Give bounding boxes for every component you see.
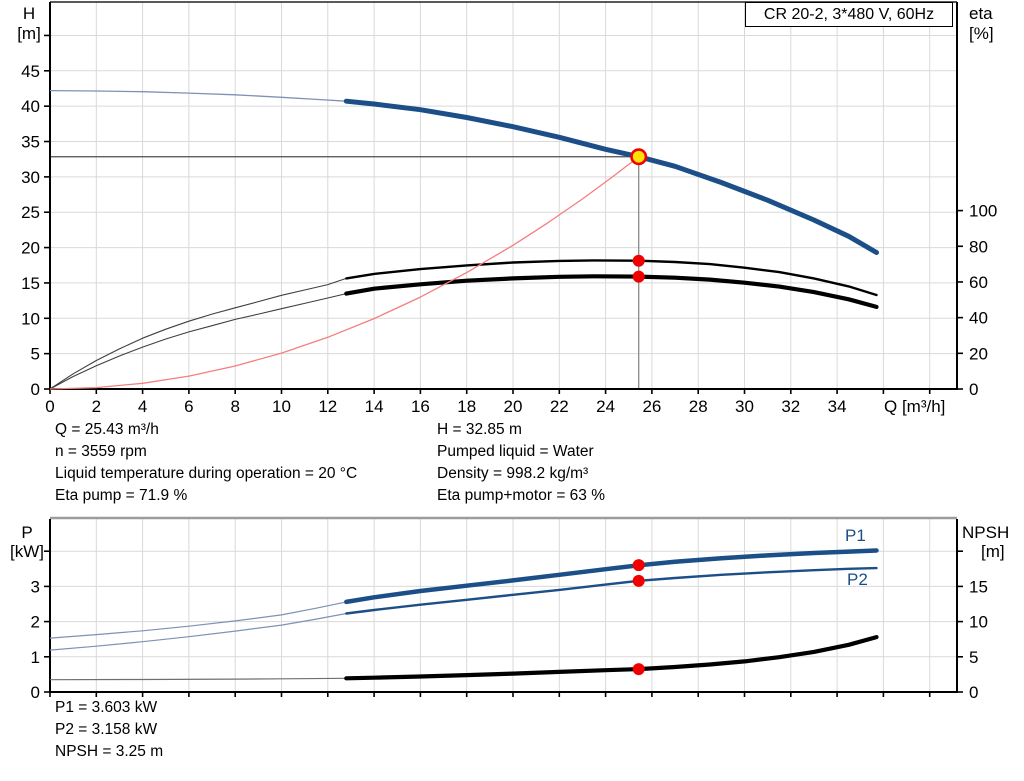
power-chart-y-tick-label-right: 15 [969,577,988,596]
h-axis-unit: [m] [17,24,41,43]
p2-point [632,574,645,587]
head-chart-x-tick-label: 12 [318,397,337,416]
p1-curve-label: P1 [845,526,866,545]
head-chart-x-tick-label: 30 [735,397,754,416]
head-chart-x-tick-label: 22 [550,397,569,416]
system-curve [49,156,640,390]
info-line-density: Density = 998.2 kg/m³ [437,465,589,482]
npsh-axis-title: NPSH [962,523,1009,542]
p-axis-title: P [21,523,32,542]
head-chart-y-tick-label-left: 40 [21,97,40,116]
info-line-pumped-liquid: Pumped liquid = Water [437,443,594,460]
head-chart-x-tick-label: 28 [689,397,708,416]
head-chart-x-tick-label: 8 [230,397,239,416]
eta-pump-motor-curve-thin [49,293,347,390]
head-chart-y-tick-label-right: 0 [969,380,978,399]
power-chart-y-tick-label-right: 5 [969,648,978,667]
head-chart-y-tick-label-left: 35 [21,133,40,152]
head-chart-y-tick-label-right: 60 [969,273,988,292]
h-axis-title: H [23,4,35,23]
p2-curve-label: P2 [847,570,868,589]
p1-curve-thin [49,601,347,639]
head-chart-y-tick-label-left: 15 [21,274,40,293]
head-chart-y-tick-label-left: 20 [21,239,40,258]
power-chart-y-tick-label-left: 0 [31,683,40,702]
head-chart-x-tick-label: 0 [45,397,54,416]
head-chart-x-tick-label: 20 [504,397,523,416]
pump-type-title: CR 20-2, 3*480 V, 60Hz [763,6,935,23]
duty-point [630,148,648,166]
eta-axis-unit: [%] [969,24,994,43]
head-curve [343,98,879,255]
power-chart-y-tick-label-right: 0 [969,683,978,702]
p-axis-unit: [kW] [10,542,44,561]
p1-curve [344,548,879,605]
head-chart-x-tick-label: 18 [457,397,476,416]
pump-type-title-box: CR 20-2, 3*480 V, 60Hz [745,2,953,27]
power-chart-y-tick-label-right: 10 [969,613,988,632]
q-axis-title: Q [m³/h] [884,397,945,416]
p2-curve-thin [49,612,347,651]
npsh-point [632,663,645,676]
power-npsh-data: P1 = 3.603 kW P2 = 3.158 kW NPSH = 3.25 … [55,697,163,763]
head-chart-y-tick-label-left: 25 [21,203,40,222]
eta-pump-curve-thin [49,277,347,390]
head-chart-y-tick-label-left: 0 [31,380,40,399]
info-line-n: n = 3559 rpm [55,443,147,460]
npsh-curve-thin [49,677,347,681]
info-line-h: H = 32.85 m [437,421,522,438]
npsh-axis-unit: [m] [981,542,1005,561]
info-line-p1: P1 = 3.603 kW [55,699,158,716]
head-curve-thin [49,89,347,102]
p1-point [632,559,645,572]
head-chart-y-tick-label-left: 45 [21,62,40,81]
head-chart-x-tick-label: 34 [828,397,847,416]
head-chart-y-tick-label-right: 20 [969,344,988,363]
info-line-npsh: NPSH = 3.25 m [55,743,164,760]
head-chart-y-tick-label-right: 80 [969,237,988,256]
eta-pump-point [632,254,645,267]
head-chart-y-tick-label-left: 30 [21,168,40,187]
head-chart-x-tick-label: 24 [596,397,615,416]
info-line-q: Q = 25.43 m³/h [55,421,159,438]
eta-pump-motor-curve [344,274,879,309]
head-chart-x-tick-label: 16 [411,397,430,416]
info-line-eta-pump-motor: Eta pump+motor = 63 % [437,487,606,504]
p2-curve [345,566,878,615]
head-chart-y-tick-label-left: 10 [21,309,40,328]
head-chart-x-tick-label: 14 [365,397,384,416]
operating-data-left: Q = 25.43 m³/h n = 3559 rpm Liquid tempe… [55,419,357,507]
head-chart-x-tick-label: 6 [184,397,193,416]
head-chart-y-tick-label-left: 5 [31,345,40,364]
eta-pump-motor-point [632,270,645,283]
head-chart-x-tick-label: 2 [92,397,101,416]
power-chart-y-tick-label-left: 3 [31,577,40,596]
head-chart-y-tick-label-right: 40 [969,309,988,328]
power-chart-y-tick-label-left: 2 [31,613,40,632]
head-chart-x-tick-label: 32 [781,397,800,416]
npsh-curve [344,635,879,681]
info-line-liquid-temp: Liquid temperature during operation = 20… [55,465,358,482]
info-line-p2: P2 = 3.158 kW [55,721,158,738]
operating-data-right: H = 32.85 m Pumped liquid = Water Densit… [437,419,605,507]
head-chart-x-tick-label: 10 [272,397,291,416]
eta-axis-title: eta [969,4,993,23]
info-line-eta-pump: Eta pump = 71.9 % [55,487,188,504]
head-chart-y-tick-label-right: 100 [969,202,997,221]
head-chart-x-tick-label: 26 [642,397,661,416]
power-chart-y-tick-label-left: 1 [31,648,40,667]
head-chart-x-tick-label: 4 [138,397,147,416]
